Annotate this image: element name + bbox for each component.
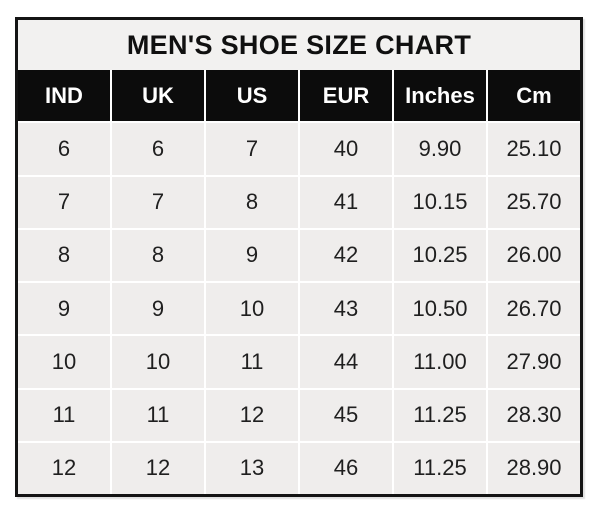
table-cell: 12 xyxy=(206,389,298,441)
table-cell: 11.25 xyxy=(394,389,486,441)
table-cell: 9 xyxy=(18,283,110,335)
shoe-size-chart: MEN'S SHOE SIZE CHART IND UK US EUR Inch… xyxy=(15,17,583,497)
table-cell: 7 xyxy=(112,176,204,228)
table-cell: 26.00 xyxy=(488,229,580,281)
header-cell-ind: IND xyxy=(18,70,110,122)
chart-title: MEN'S SHOE SIZE CHART xyxy=(18,20,580,70)
table-cell: 8 xyxy=(206,176,298,228)
table-cell: 9.90 xyxy=(394,123,486,175)
header-cell-us: US xyxy=(206,70,298,122)
table-cell: 43 xyxy=(300,283,392,335)
table-cell: 9 xyxy=(206,229,298,281)
table-cell: 40 xyxy=(300,123,392,175)
size-table: IND UK US EUR Inches Cm 6 6 7 40 9.90 25… xyxy=(18,70,580,494)
table-cell: 42 xyxy=(300,229,392,281)
table-cell: 8 xyxy=(18,229,110,281)
table-cell: 26.70 xyxy=(488,283,580,335)
header-cell-inches: Inches xyxy=(394,70,486,122)
table-cell: 45 xyxy=(300,389,392,441)
table-cell: 12 xyxy=(112,442,204,494)
table-cell: 12 xyxy=(18,442,110,494)
table-cell: 11 xyxy=(18,389,110,441)
table-cell: 25.70 xyxy=(488,176,580,228)
table-cell: 44 xyxy=(300,336,392,388)
table-cell: 11 xyxy=(206,336,298,388)
table-cell: 11.00 xyxy=(394,336,486,388)
table-cell: 46 xyxy=(300,442,392,494)
table-cell: 11 xyxy=(112,389,204,441)
table-cell: 27.90 xyxy=(488,336,580,388)
header-cell-uk: UK xyxy=(112,70,204,122)
table-cell: 25.10 xyxy=(488,123,580,175)
table-cell: 41 xyxy=(300,176,392,228)
header-cell-eur: EUR xyxy=(300,70,392,122)
table-cell: 7 xyxy=(18,176,110,228)
table-cell: 10.15 xyxy=(394,176,486,228)
table-cell: 6 xyxy=(18,123,110,175)
table-cell: 10.25 xyxy=(394,229,486,281)
table-cell: 10 xyxy=(18,336,110,388)
table-cell: 13 xyxy=(206,442,298,494)
table-cell: 28.30 xyxy=(488,389,580,441)
table-cell: 11.25 xyxy=(394,442,486,494)
table-cell: 8 xyxy=(112,229,204,281)
table-cell: 10.50 xyxy=(394,283,486,335)
table-cell: 7 xyxy=(206,123,298,175)
table-cell: 6 xyxy=(112,123,204,175)
header-cell-cm: Cm xyxy=(488,70,580,122)
table-cell: 28.90 xyxy=(488,442,580,494)
table-cell: 10 xyxy=(112,336,204,388)
table-cell: 9 xyxy=(112,283,204,335)
table-cell: 10 xyxy=(206,283,298,335)
